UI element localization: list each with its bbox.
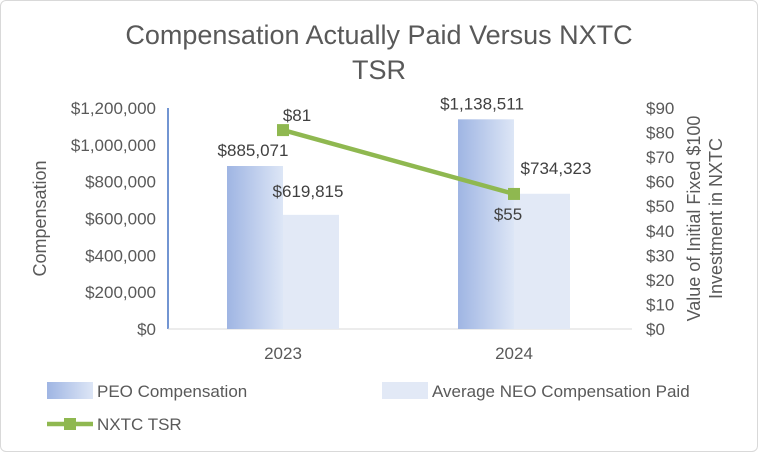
y-tick-label: $200,000	[85, 283, 156, 302]
chart-title: Compensation Actually Paid Versus NXTC T…	[125, 20, 632, 85]
y2-tick-label: $40	[646, 222, 674, 241]
y-tick-label: $400,000	[85, 246, 156, 265]
legend-swatch-tsr-marker	[64, 418, 76, 430]
chart-title-line-2: TSR	[352, 55, 406, 85]
x-tick-label: 2023	[264, 344, 302, 363]
y-axis-title: Compensation	[30, 160, 50, 276]
y-tick-label: $600,000	[85, 210, 156, 229]
legend-label-neo: Average NEO Compensation Paid	[432, 382, 690, 401]
y2-tick-label: $20	[646, 271, 674, 290]
y2-tick-label: $70	[646, 148, 674, 167]
y2-tick-label: $90	[646, 99, 674, 118]
legend-swatch-peo	[47, 382, 93, 399]
legend-label-peo: PEO Compensation	[97, 382, 247, 401]
y-tick-label: $1,200,000	[71, 99, 156, 118]
data-label: $1,138,511	[440, 94, 524, 113]
y2-tick-label: $60	[646, 173, 674, 192]
legend-swatch-neo	[382, 382, 428, 399]
y2-axis-title-line-2: Investment in NXTC	[706, 138, 726, 299]
y-tick-label: $1,000,000	[71, 136, 156, 155]
y2-tick-label: $10	[646, 295, 674, 314]
bar-peo-2024	[458, 119, 514, 330]
chart-title-line-1: Compensation Actually Paid Versus NXTC	[125, 20, 632, 50]
data-label: $885,071	[218, 141, 289, 160]
y2-tick-label: $50	[646, 197, 674, 216]
x-tick-label: 2024	[495, 344, 533, 363]
y2-tick-label: $30	[646, 246, 674, 265]
y-tick-label: $0	[137, 320, 156, 339]
tsr-point-2024	[508, 187, 520, 200]
legend: PEO Compensation Average NEO Compensation…	[47, 382, 690, 434]
y2-axis-title-line-1: Value of Initial Fixed $100	[684, 116, 704, 322]
y2-tick-label: $0	[646, 320, 665, 339]
tsr-line	[282, 127, 515, 197]
y2-tick-label: $80	[646, 124, 674, 143]
bar-neo-2024	[514, 193, 570, 329]
y-tick-label: $800,000	[85, 173, 156, 192]
bar-neo-2023	[283, 214, 339, 329]
bar-peo-2023	[227, 165, 283, 329]
data-label: $619,815	[273, 182, 344, 201]
legend-label-tsr: NXTC TSR	[97, 415, 182, 434]
tsr-point-2023	[277, 124, 289, 137]
data-label: $734,323	[521, 159, 592, 178]
tsr-label: $81	[283, 106, 311, 125]
tsr-label: $55	[494, 205, 522, 224]
